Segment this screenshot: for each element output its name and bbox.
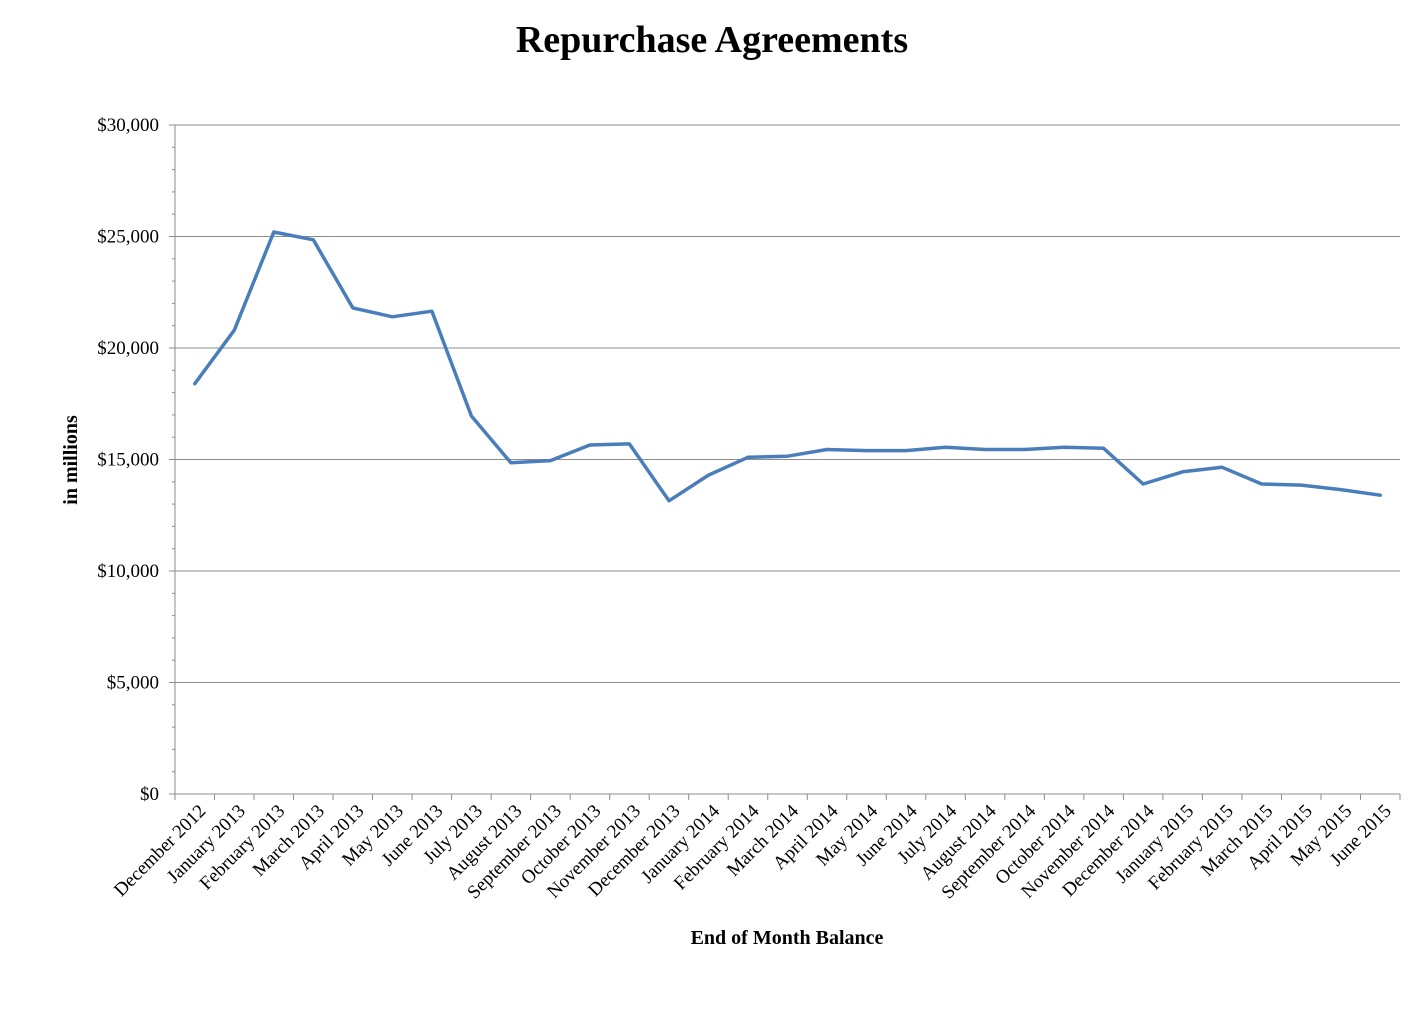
data-point (1220, 466, 1224, 469)
y-tick-label: $25,000 (97, 227, 159, 248)
data-point (746, 456, 750, 459)
data-point (351, 306, 355, 310)
data-point (786, 454, 789, 458)
data-point (983, 448, 987, 451)
data-point (549, 459, 552, 462)
y-axis-tick-labels: $0 $5,000 $10,000 $15,000 $20,000 $25,000 $30,… (97, 115, 159, 805)
data-point (1141, 482, 1145, 486)
data-point (628, 442, 631, 446)
data-point (272, 230, 275, 234)
data-point (1062, 446, 1066, 449)
data-point (944, 446, 947, 449)
x-axis-title: End of Month Balance (691, 927, 884, 949)
data-point (1379, 493, 1382, 497)
y-tick-label: $15,000 (97, 450, 159, 471)
data-point (312, 238, 315, 242)
data-point (470, 414, 473, 418)
y-tick-label: $30,000 (97, 115, 159, 136)
data-point (233, 328, 236, 332)
data-point (667, 499, 671, 502)
data-point (1023, 448, 1026, 451)
chart-title: Repurchase Agreements (516, 19, 908, 61)
series-layer (193, 230, 1382, 503)
data-point (588, 443, 592, 447)
data-point (430, 310, 434, 313)
data-point (825, 448, 829, 451)
data-point (1181, 470, 1184, 473)
data-point (865, 449, 868, 452)
y-tick-label: $5,000 (107, 673, 159, 694)
data-point (193, 382, 196, 385)
data-point (1260, 482, 1263, 486)
data-point (1300, 483, 1303, 487)
data-point (509, 461, 513, 465)
y-tick-label: $20,000 (97, 338, 159, 359)
gridlines (175, 124, 1400, 683)
data-point (391, 315, 394, 318)
y-tick-label: $10,000 (97, 561, 159, 582)
data-point (904, 449, 908, 452)
series-line (193, 230, 1382, 503)
data-point (1102, 447, 1105, 450)
y-axis-title: in millions (60, 415, 82, 505)
data-point (707, 473, 710, 477)
axes (169, 124, 1401, 800)
y-tick-label: $0 (140, 784, 159, 805)
data-point (1339, 488, 1342, 491)
